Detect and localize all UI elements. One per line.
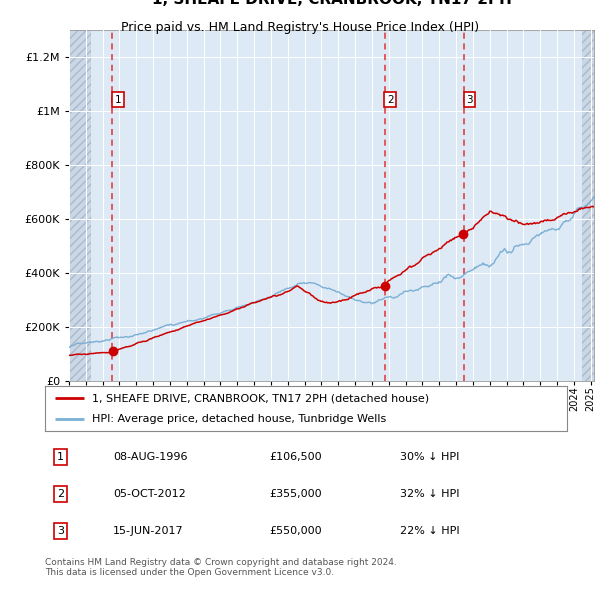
Bar (69, 30, 91, 381)
Text: 2: 2 (387, 95, 394, 104)
Text: 22% ↓ HPI: 22% ↓ HPI (400, 526, 460, 536)
Text: 3: 3 (466, 95, 473, 104)
Title: 1, SHEAFE DRIVE, CRANBROOK, TN17 2PH: 1, SHEAFE DRIVE, CRANBROOK, TN17 2PH (152, 0, 511, 8)
Text: 1, SHEAFE DRIVE, CRANBROOK, TN17 2PH (detached house): 1, SHEAFE DRIVE, CRANBROOK, TN17 2PH (de… (92, 394, 429, 404)
Bar (582, 30, 594, 381)
Text: 1: 1 (115, 95, 122, 104)
Text: 3: 3 (57, 526, 64, 536)
Text: Contains HM Land Registry data © Crown copyright and database right 2024.
This d: Contains HM Land Registry data © Crown c… (45, 558, 397, 577)
Text: Price paid vs. HM Land Registry's House Price Index (HPI): Price paid vs. HM Land Registry's House … (121, 21, 479, 34)
Text: £106,500: £106,500 (269, 453, 322, 463)
Bar (582, 30, 594, 381)
Text: 05-OCT-2012: 05-OCT-2012 (113, 489, 185, 499)
Text: 15-JUN-2017: 15-JUN-2017 (113, 526, 184, 536)
Text: £355,000: £355,000 (269, 489, 322, 499)
Text: HPI: Average price, detached house, Tunbridge Wells: HPI: Average price, detached house, Tunb… (92, 414, 386, 424)
Text: 32% ↓ HPI: 32% ↓ HPI (400, 489, 460, 499)
Bar (69, 30, 91, 381)
Text: 08-AUG-1996: 08-AUG-1996 (113, 453, 187, 463)
Text: 1: 1 (57, 453, 64, 463)
Text: 2: 2 (57, 489, 64, 499)
Text: 30% ↓ HPI: 30% ↓ HPI (400, 453, 460, 463)
Text: £550,000: £550,000 (269, 526, 322, 536)
